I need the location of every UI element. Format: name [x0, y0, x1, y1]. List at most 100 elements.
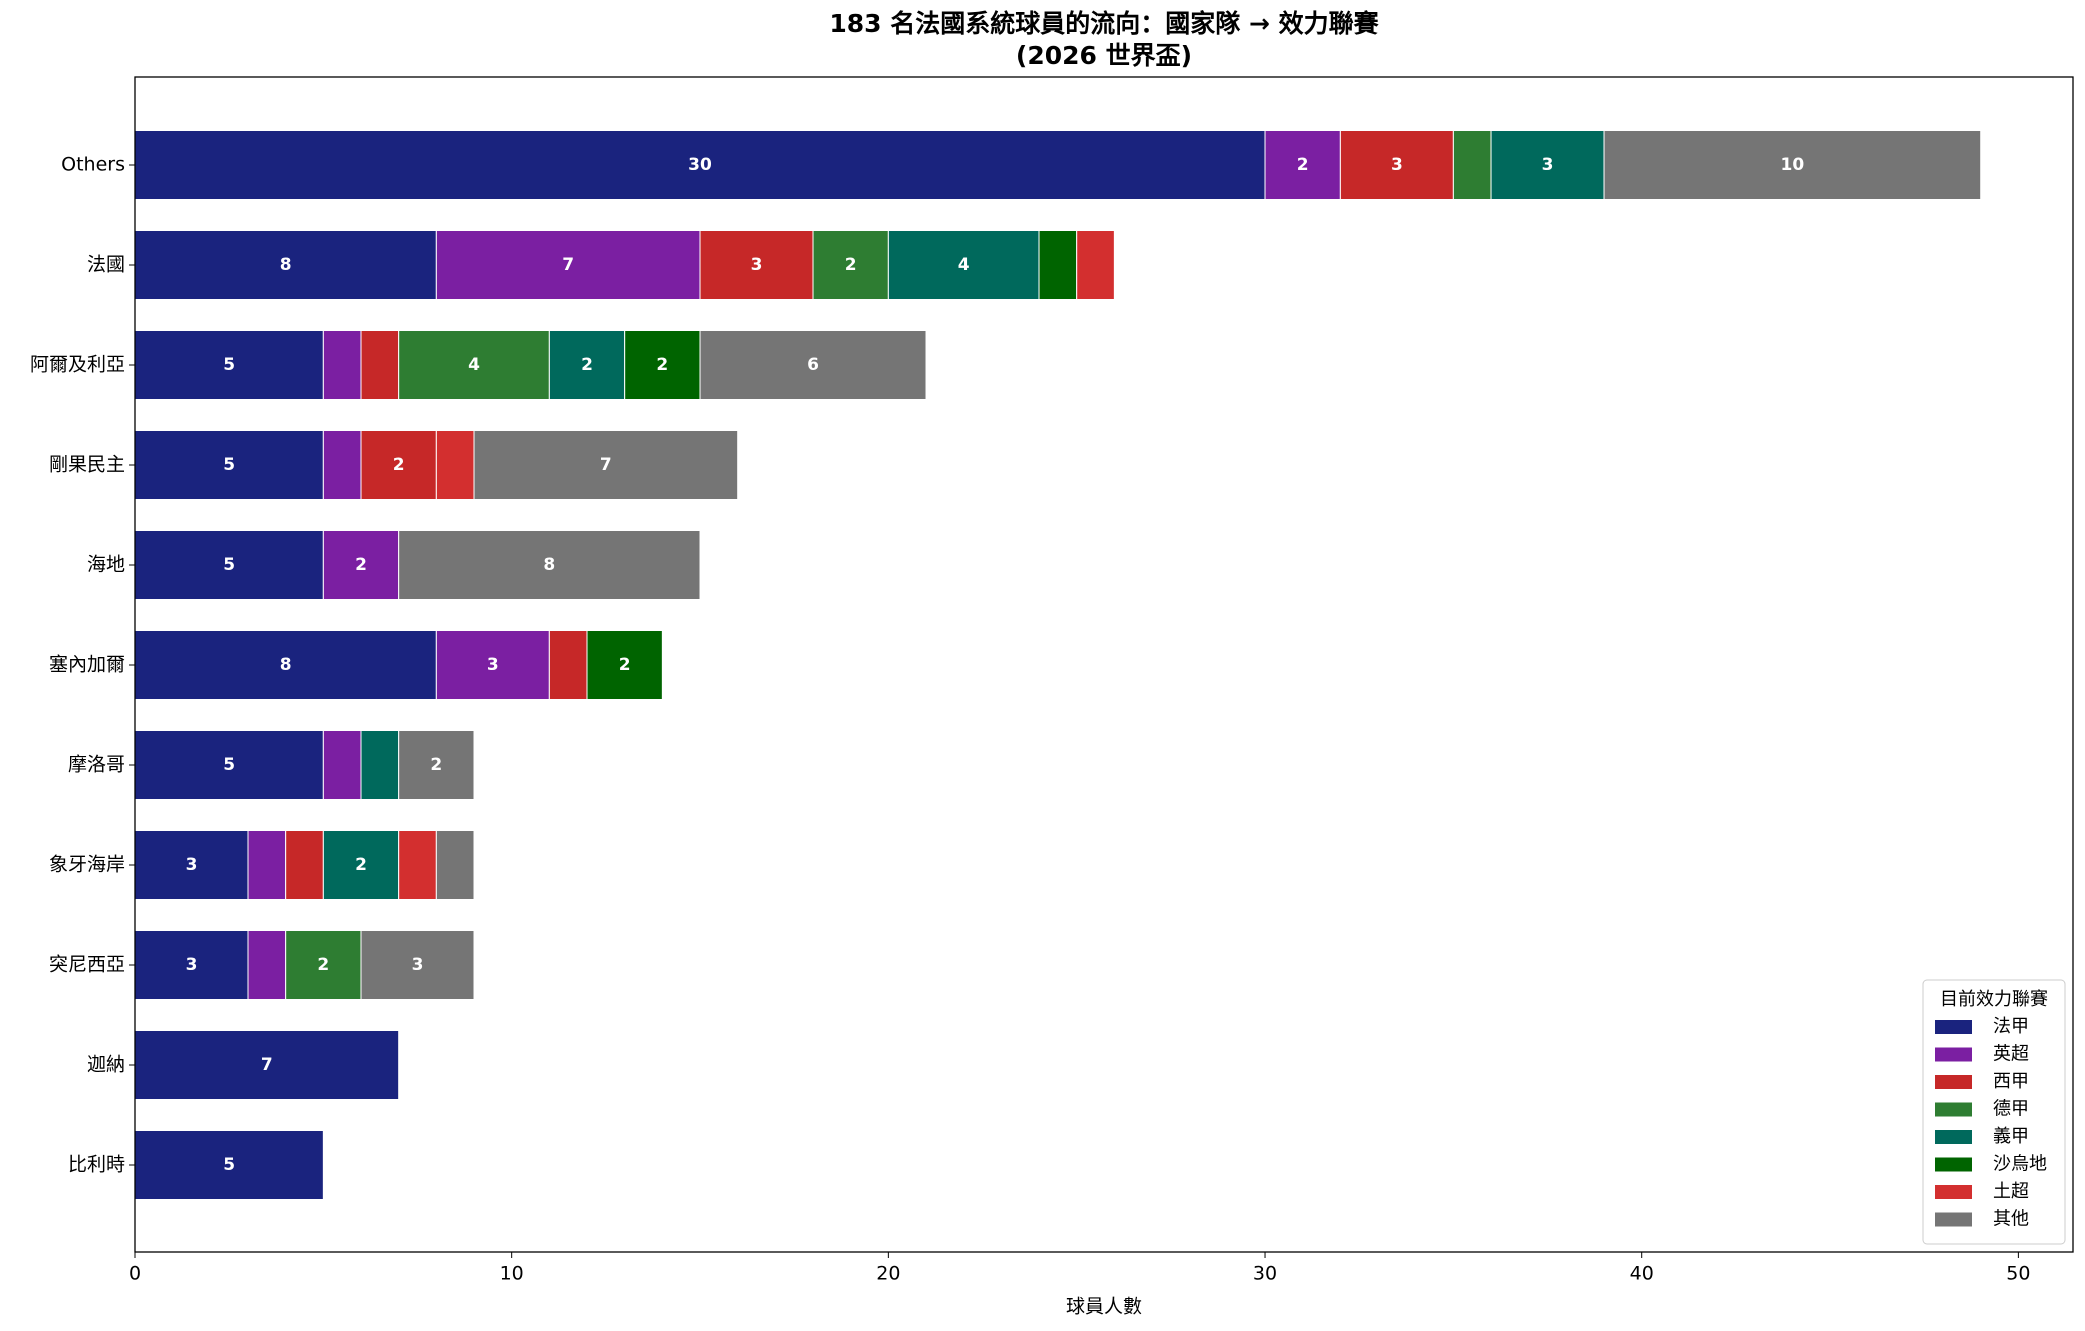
plot-frame — [134, 76, 2074, 1253]
x-tick-label: 10 — [500, 1263, 524, 1285]
value-label: 6 — [807, 355, 819, 375]
bar-segment — [322, 330, 362, 400]
y-tick-label: 摩洛哥 — [68, 754, 125, 776]
x-tick-label: 0 — [129, 1263, 141, 1285]
bar-segment — [134, 1130, 324, 1200]
y-tick-label: 海地 — [87, 554, 125, 576]
bar-segment — [322, 830, 400, 900]
bar-segment — [360, 730, 400, 800]
bar-segment — [435, 230, 701, 300]
bar-segment — [322, 430, 362, 500]
y-tick-label: 剛果民主 — [49, 454, 125, 476]
value-label: 30 — [688, 155, 712, 175]
legend-swatch — [1935, 1102, 1972, 1117]
y-tick-label: 法國 — [87, 254, 125, 276]
legend-swatch — [1935, 1185, 1972, 1199]
value-label: 8 — [280, 655, 292, 675]
bar-segment — [134, 830, 249, 900]
value-label: 3 — [412, 955, 424, 975]
bar-segment — [624, 330, 701, 400]
y-tick-label: 阿爾及利亞 — [30, 354, 125, 376]
bar-segment — [360, 930, 475, 1000]
legend-swatch — [1935, 1212, 1972, 1227]
legend-swatch — [1935, 1020, 1972, 1034]
bar-segment — [1076, 230, 1115, 300]
bar-segment — [360, 330, 400, 400]
bar-segment — [1339, 130, 1454, 200]
bar-segment — [1452, 130, 1492, 200]
value-label: 8 — [280, 255, 292, 275]
bar-segment — [398, 330, 550, 400]
value-label: 2 — [355, 555, 367, 575]
bar-segment — [1038, 230, 1078, 300]
legend-label: 沙烏地 — [1993, 1154, 2047, 1175]
value-label: 8 — [543, 555, 555, 575]
y-tick-label: 突尼西亞 — [49, 954, 125, 976]
bar-segment — [134, 230, 437, 300]
bar-segment — [134, 530, 324, 600]
x-tick-label: 50 — [2006, 1263, 2030, 1285]
bar-segment — [247, 930, 287, 1000]
bar-segment — [134, 130, 1266, 200]
value-label: 5 — [223, 355, 235, 375]
bar-segment — [398, 530, 701, 600]
legend-swatch — [1935, 1157, 1972, 1172]
value-label: 7 — [600, 455, 612, 475]
chart-subtitle: (2026 世界盃) — [1016, 41, 1192, 70]
bar-segment — [322, 530, 400, 600]
bar-segment — [398, 730, 475, 800]
x-tick-label: 40 — [1630, 1263, 1654, 1285]
value-label: 3 — [186, 955, 198, 975]
bar-segment — [134, 1030, 400, 1100]
bar-segment — [285, 930, 362, 1000]
value-label: 2 — [317, 955, 329, 975]
chart-title: 183 名法國系統球員的流向：國家隊 → 效力聯賽 — [829, 9, 1379, 38]
legend-swatch — [1935, 1075, 1972, 1089]
legend-swatch — [1935, 1130, 1972, 1144]
bar-segment — [699, 330, 927, 400]
y-tick-label: 迦納 — [87, 1054, 125, 1076]
value-label: 2 — [430, 755, 442, 775]
bar-segment — [812, 230, 889, 300]
value-label: 4 — [958, 255, 970, 275]
value-label: 3 — [186, 855, 198, 875]
y-tick-label: Others — [61, 154, 125, 176]
value-label: 4 — [468, 355, 480, 375]
value-label: 2 — [656, 355, 668, 375]
legend-label: 土超 — [1993, 1181, 2029, 1202]
legend-label: 德甲 — [1993, 1099, 2029, 1120]
value-label: 2 — [1297, 155, 1309, 175]
bar-segment — [887, 230, 1040, 300]
bar-segment — [134, 330, 324, 400]
value-label: 3 — [1542, 155, 1554, 175]
bar-segment — [586, 630, 663, 700]
bar-segment — [398, 830, 437, 900]
value-label: 5 — [223, 1155, 235, 1175]
bar-segment — [322, 730, 362, 800]
value-label: 2 — [581, 355, 593, 375]
legend-label: 英超 — [1993, 1044, 2029, 1065]
value-label: 2 — [619, 655, 631, 675]
bar-segment — [134, 730, 324, 800]
legend-label: 義甲 — [1993, 1126, 2029, 1147]
value-label: 2 — [355, 855, 367, 875]
y-tick-label: 比利時 — [68, 1154, 125, 1176]
value-label: 2 — [845, 255, 857, 275]
bar-segment — [548, 330, 626, 400]
bar-segment — [285, 830, 324, 900]
y-tick-label: 塞內加爾 — [49, 654, 125, 676]
value-label: 3 — [487, 655, 499, 675]
bar-segment — [247, 830, 287, 900]
value-label: 7 — [562, 255, 574, 275]
y-tick-label: 象牙海岸 — [49, 854, 125, 876]
value-label: 2 — [393, 455, 405, 475]
x-tick-label: 30 — [1253, 1263, 1277, 1285]
x-tick-label: 20 — [876, 1263, 900, 1285]
value-label: 7 — [261, 1055, 273, 1075]
value-label: 5 — [223, 455, 235, 475]
bar-segment — [435, 630, 550, 700]
legend-label: 西甲 — [1993, 1071, 2029, 1092]
x-axis-label: 球員人數 — [1066, 1296, 1142, 1318]
bar-segment — [1603, 130, 1982, 200]
